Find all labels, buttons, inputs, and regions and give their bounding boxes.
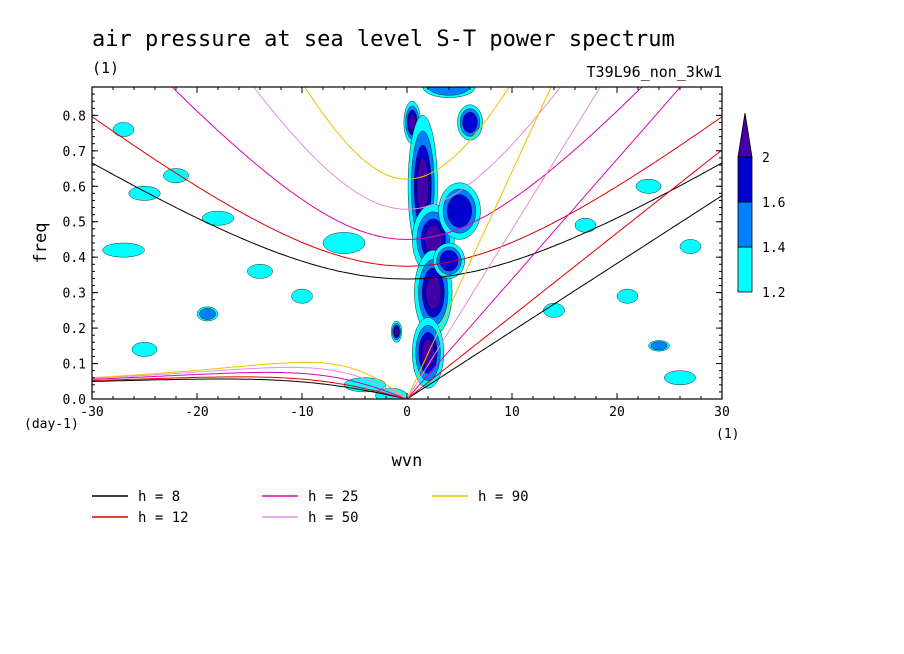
- dispersion-curves: [92, 87, 722, 399]
- power-contour-19-level-1: [291, 288, 313, 304]
- power-contour-5-level-3: [447, 194, 472, 228]
- x-tick-label: 0: [403, 405, 411, 420]
- colorbar-segment: [737, 156, 753, 203]
- power-contour-8-level-2: [428, 87, 470, 96]
- power-contour-9-level-4: [394, 327, 399, 337]
- y-tick-label: 0.0: [63, 393, 86, 408]
- power-contour-24-level-1: [664, 370, 696, 386]
- power-contour-25-level-1: [616, 288, 639, 304]
- power-contour-3-level-4: [425, 275, 442, 310]
- legend-label: h = 90: [478, 489, 529, 505]
- legend-label: h = 50: [308, 510, 359, 526]
- x-unit-right: (1): [716, 427, 739, 442]
- x-tick-label: -10: [290, 405, 313, 420]
- curve-kelvin-25: [406, 87, 682, 399]
- y-tick-label: 0.8: [63, 109, 86, 124]
- power-contour-15-level-1: [202, 210, 234, 226]
- power-contour-7-level-3: [462, 111, 478, 133]
- power-contour-11-level-1: [322, 232, 366, 254]
- y-tick-label: 0.7: [63, 145, 86, 160]
- axis-ticks: -30 -20 -10 0 10 20 30 0.0 0.1 0.2 0.3 0.4 0.5 0.6 0.7…: [63, 87, 730, 420]
- power-contour-0-level-4: [408, 113, 416, 132]
- curve-kelvin-8: [406, 195, 722, 399]
- legend-label: h = 25: [308, 489, 359, 505]
- y-tick-label: 0.2: [63, 322, 86, 337]
- power-contour-21-level-1: [574, 217, 597, 233]
- legend-label: h = 8: [138, 489, 180, 505]
- x-tick-label: 20: [609, 405, 625, 420]
- power-contour-28-level-1: [131, 342, 158, 357]
- colorbar: 1.2 1.4 1.6 2: [737, 112, 786, 301]
- power-contour-13-level-1: [128, 186, 161, 201]
- curve-rossby-8: [92, 378, 405, 399]
- curve-rossby-50: [92, 366, 405, 399]
- colorbar-label: 2: [762, 151, 770, 166]
- x-tick-label: 10: [504, 405, 520, 420]
- x-tick-label: -30: [80, 405, 103, 420]
- x-unit-left: (day-1): [24, 417, 79, 432]
- y-axis-label: freq: [31, 223, 51, 264]
- y-tick-label: 0.5: [63, 216, 86, 231]
- curve-ig-90: [304, 87, 510, 180]
- colorbar-label: 1.4: [762, 241, 786, 256]
- power-contour-12-level-2: [199, 308, 216, 320]
- power-contour-27-level-1: [679, 239, 702, 254]
- power-contour-22-level-1: [635, 178, 662, 194]
- power-contour-18-level-1: [247, 264, 273, 279]
- colorbar-segment: [737, 246, 753, 293]
- colorbar-segment: [737, 201, 753, 248]
- subtitle-right: T39L96_non_3kw1: [587, 63, 722, 81]
- curve-kelvin-50: [406, 87, 601, 399]
- curve-rossby-90: [92, 361, 405, 398]
- power-contour-6-level-3: [439, 250, 459, 272]
- y-tick-label: 0.6: [63, 180, 86, 195]
- subtitle-left: (1): [92, 59, 119, 77]
- chart-title: air pressure at sea level S-T power spec…: [92, 27, 675, 52]
- curve-ig-8: [92, 162, 722, 280]
- power-contour-14-level-1: [112, 122, 135, 137]
- y-tick-label: 0.1: [63, 358, 86, 373]
- colorbar-label: 1.2: [762, 286, 785, 301]
- power-contour-26-level-1: [543, 303, 565, 318]
- legend-label: h = 12: [138, 510, 189, 526]
- power-contour-16-level-1: [163, 168, 189, 183]
- curve-kelvin-90: [406, 87, 552, 399]
- curve-ig-12: [92, 116, 722, 267]
- legend: h = 8 h = 12 h = 25 h = 50 h = 90: [92, 489, 529, 526]
- curve-ig-50: [252, 87, 562, 210]
- power-contour-17-level-1: [102, 242, 145, 258]
- y-tick-label: 0.3: [63, 287, 86, 302]
- colorbar-label: 1.6: [762, 196, 785, 211]
- colorbar-extension: [737, 112, 753, 158]
- x-tick-label: 30: [714, 405, 730, 420]
- x-axis-label: wvn: [392, 451, 423, 471]
- x-tick-label: -20: [185, 405, 208, 420]
- curve-rossby-25: [92, 371, 405, 399]
- power-contour-23-level-2: [650, 341, 668, 351]
- y-tick-label: 0.4: [63, 251, 87, 266]
- curve-ig-25: [171, 87, 643, 240]
- curve-rossby-12: [92, 376, 405, 399]
- curve-kelvin-12: [406, 149, 722, 399]
